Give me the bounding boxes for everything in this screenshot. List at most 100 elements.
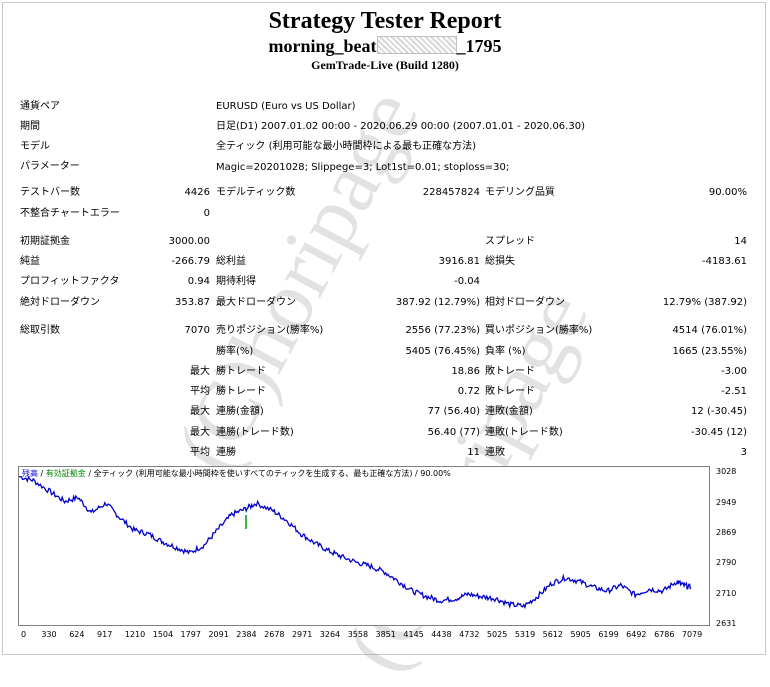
short-label: 売りポジション(勝率%) <box>216 325 324 336</box>
x-tick-label: 4438 <box>431 630 452 639</box>
y-tick-label: 2710 <box>716 588 737 598</box>
x-tick-label: 5025 <box>486 630 508 639</box>
gross-loss-label: 総損失 <box>485 256 515 267</box>
info-label: 期間 <box>20 121 40 132</box>
x-tick-label: 2091 <box>208 630 229 639</box>
max-dd-label: 最大ドローダウン <box>216 297 296 308</box>
rel-dd-label: 相対ドローダウン <box>485 297 565 308</box>
info-value: Magic=20201028; Slippege=3; Lot1st=0.01;… <box>216 162 510 173</box>
x-tick-label: 624 <box>69 630 85 639</box>
legend-balance: 残高 <box>22 469 38 478</box>
quality-value: 90.00% <box>708 187 747 198</box>
net-label: 純益 <box>20 256 40 267</box>
info-label: パラメーター <box>20 161 80 172</box>
avg-win-value: 0.72 <box>457 386 480 397</box>
x-tick-label: 1210 <box>124 630 146 639</box>
legend-rest: / 全ティック (利用可能な最小時間枠を使いすべてのティックを生成する、最も正確… <box>85 469 451 478</box>
cons-loss-amt-value: 12 (-30.45) <box>691 406 747 417</box>
ea-name: morning_beat <box>268 36 377 56</box>
y-tick-label: 3028 <box>716 467 737 477</box>
x-tick-label: 4145 <box>403 630 424 639</box>
x-tick-label: 6492 <box>626 630 647 639</box>
y-tick-label: 2790 <box>716 558 737 568</box>
x-tick-label: 1797 <box>180 630 201 639</box>
loss-rate-label: 負率 (%) <box>485 346 526 357</box>
deposit-value: 3000.00 <box>168 236 210 247</box>
deposit-label: 初期証拠金 <box>20 236 70 247</box>
report-title: Strategy Tester Report <box>268 8 502 34</box>
max-win-value: 18.86 <box>451 366 480 377</box>
max-loss-value: -3.00 <box>721 366 747 377</box>
total-trades-label: 総取引数 <box>20 325 60 336</box>
spread-value: 14 <box>734 236 747 247</box>
x-tick-label: 1504 <box>152 630 174 639</box>
x-tick-label: 6199 <box>598 630 619 639</box>
redacted-block <box>376 36 457 54</box>
build-info: GemTrade-Live (Build 1280) <box>311 58 459 72</box>
pf-label: プロフィットファクタ <box>20 276 120 287</box>
max-word: 最大 <box>190 366 210 377</box>
gross-loss-value: -4183.61 <box>702 256 747 267</box>
long-value: 4514 (76.01%) <box>672 325 747 336</box>
x-tick-label: 2678 <box>264 630 285 639</box>
win-rate-label: 勝率(%) <box>216 346 254 357</box>
x-tick-label: 2384 <box>236 630 257 639</box>
cons-loss-cnt-value: -30.45 (12) <box>691 427 747 438</box>
long-label: 買いポジション(勝率%) <box>485 325 593 336</box>
mismatch-label: 不整合チャートエラー <box>20 208 120 219</box>
x-tick-label: 5612 <box>542 630 563 639</box>
x-tick-label: 3851 <box>375 630 396 639</box>
avg-loss-value: -2.51 <box>721 386 747 397</box>
x-tick-label: 5319 <box>514 630 536 639</box>
chart-legend: 残高 / 有効証拠金 / 全ティック (利用可能な最小時間枠を使いすべてのティッ… <box>22 469 451 478</box>
avg-loss-label: 敗トレード <box>485 386 535 397</box>
info-value: EURUSD (Euro vs US Dollar) <box>216 101 356 112</box>
info-value: 全ティック (利用可能な最小時間枠による最も正確な方法) <box>216 141 477 152</box>
expected-label: 期待利得 <box>216 276 256 287</box>
pf-value: 0.94 <box>187 276 210 287</box>
chart-plot <box>19 475 692 610</box>
report-subtitle: morning_beat _1795 <box>0 36 770 57</box>
bars-value: 4426 <box>184 187 210 198</box>
report-frame <box>2 2 766 655</box>
max-word: 最大 <box>190 427 210 438</box>
rel-dd-value: 12.79% (387.92) <box>662 297 747 308</box>
x-tick-label: 4732 <box>459 630 480 639</box>
x-tick-label: 0 <box>21 630 27 639</box>
avg-cons-loss-value: 3 <box>740 447 747 458</box>
y-tick-label: 2869 <box>716 528 737 538</box>
avg-cons-loss-label: 連敗 <box>485 447 505 458</box>
x-tick-label: 2971 <box>291 630 313 639</box>
balance-line <box>19 475 692 610</box>
gross-profit-value: 3916.81 <box>438 256 480 267</box>
x-tick-label: 3558 <box>347 630 369 639</box>
cons-loss-cnt-label: 連敗(トレード数) <box>485 427 563 438</box>
cons-win-amt-value: 77 (56.40) <box>427 406 480 417</box>
max-loss-label: 敗トレード <box>485 366 535 377</box>
win-rate-value: 5405 (76.45%) <box>405 346 480 357</box>
spread-label: スプレッド <box>485 236 535 247</box>
x-tick-label: 6786 <box>654 630 675 639</box>
ticks-value: 228457824 <box>422 187 480 198</box>
max-word: 最大 <box>190 406 210 417</box>
ticks-label: モデルティック数 <box>216 187 296 198</box>
short-value: 2556 (77.23%) <box>405 325 480 336</box>
gross-profit-label: 総利益 <box>216 256 246 267</box>
cons-loss-amt-label: 連敗(金額) <box>485 406 533 417</box>
abs-dd-label: 絶対ドローダウン <box>20 297 100 308</box>
cons-win-amt-label: 連勝(金額) <box>216 406 264 417</box>
loss-rate-value: 1665 (23.55%) <box>672 346 747 357</box>
x-tick-label: 330 <box>41 630 57 639</box>
cons-win-cnt-value: 56.40 (77) <box>427 427 480 438</box>
info-label: モデル <box>20 141 50 152</box>
avg-word: 平均 <box>190 386 210 397</box>
avg-word: 平均 <box>190 447 210 458</box>
cons-win-cnt-label: 連勝(トレード数) <box>216 427 294 438</box>
x-tick-label: 3264 <box>319 630 341 639</box>
expected-value: -0.04 <box>454 276 480 287</box>
bars-label: テストバー数 <box>20 187 80 198</box>
y-tick-label: 2631 <box>716 619 737 628</box>
x-tick-label: 917 <box>97 630 113 639</box>
net-value: -266.79 <box>171 256 210 267</box>
avg-cons-win-label: 連勝 <box>216 447 236 458</box>
